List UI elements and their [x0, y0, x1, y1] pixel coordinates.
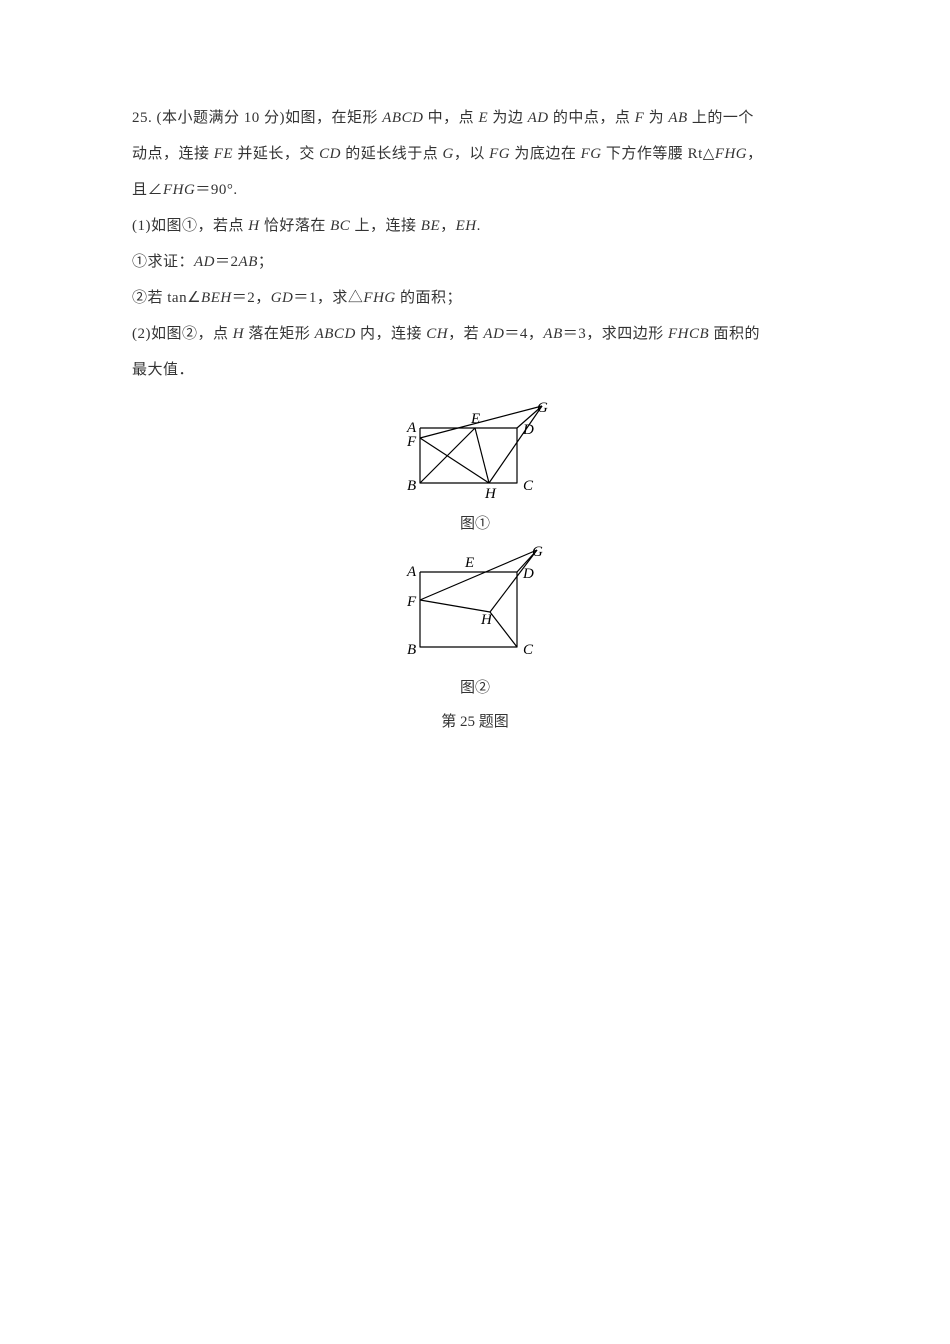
problem-sub2: ②若 tan∠BEH＝2，GD＝1，求△FHG 的面积；: [132, 280, 818, 316]
var-FG: FG: [581, 146, 602, 162]
var-E: E: [478, 110, 488, 126]
var-GD: GD: [271, 290, 294, 306]
var-FG: FG: [489, 146, 510, 162]
svg-text:C: C: [523, 478, 534, 494]
text: (1)如图①，若点: [132, 218, 248, 234]
text: ＝2，: [232, 290, 271, 306]
svg-text:C: C: [523, 642, 534, 658]
text: 为底边在: [510, 146, 581, 162]
svg-text:B: B: [407, 642, 416, 658]
var-H: H: [248, 218, 259, 234]
problem-part2-line2: 最大值．: [132, 352, 818, 388]
var-FHCB: FHCB: [668, 326, 709, 342]
svg-text:E: E: [464, 555, 474, 571]
text: ＝3，求四边形: [563, 326, 668, 342]
text: 下方作等腰 Rt△: [602, 146, 715, 162]
var-ABCD: ABCD: [382, 110, 423, 126]
text: 最大值．: [132, 362, 194, 378]
svg-text:H: H: [480, 612, 493, 628]
var-AB: AB: [668, 110, 687, 126]
text: ＝4，: [504, 326, 543, 342]
var-BEH: BEH: [201, 290, 232, 306]
text: ；: [258, 254, 274, 270]
problem-part2: (2)如图②，点 H 落在矩形 ABCD 内，连接 CH，若 AD＝4，AB＝3…: [132, 316, 818, 352]
text: ，以: [454, 146, 489, 162]
svg-text:D: D: [522, 566, 534, 582]
text: 内，连接: [356, 326, 427, 342]
problem-part1: (1)如图①，若点 H 恰好落在 BC 上，连接 BE，EH.: [132, 208, 818, 244]
text: ，: [440, 218, 456, 234]
var-AB: AB: [543, 326, 562, 342]
text: 上的一个: [688, 110, 754, 126]
problem-line-2: 动点，连接 FE 并延长，交 CD 的延长线于点 G，以 FG 为底边在 FG …: [132, 136, 818, 172]
text: 的延长线于点: [341, 146, 443, 162]
figure-2-block: A E DG F B H C 图②: [395, 542, 555, 705]
var-AB: AB: [239, 254, 258, 270]
svg-text:F: F: [406, 594, 417, 610]
var-CD: CD: [319, 146, 341, 162]
text: 落在矩形: [244, 326, 315, 342]
text: ＝2: [215, 254, 239, 270]
var-CH: CH: [426, 326, 448, 342]
text: ，若: [448, 326, 483, 342]
var-H: H: [233, 326, 244, 342]
var-FHG: FHG: [363, 290, 395, 306]
problem-number: 25.: [132, 110, 152, 126]
text: ，: [747, 146, 763, 162]
var-AD: AD: [194, 254, 215, 270]
figure-2-label: 图②: [395, 672, 555, 705]
svg-text:D: D: [522, 422, 534, 438]
problem-line-1: 25. (本小题满分 10 分)如图，在矩形 ABCD 中，点 E 为边 AD …: [132, 100, 818, 136]
text: 为: [644, 110, 668, 126]
text: 并延长，交: [233, 146, 319, 162]
text: 的中点，点: [549, 110, 635, 126]
var-G: G: [442, 146, 453, 162]
text: (2)如图②，点: [132, 326, 233, 342]
text: ①求证：: [132, 254, 194, 270]
text: ＝90°.: [195, 182, 237, 198]
text: ②若 tan∠: [132, 290, 201, 306]
var-FE: FE: [214, 146, 233, 162]
var-AD: AD: [483, 326, 504, 342]
text: 恰好落在: [260, 218, 331, 234]
figure-1-block: AEDGFBHC 图①: [395, 398, 555, 541]
text: 面积的: [709, 326, 760, 342]
svg-text:E: E: [470, 411, 480, 427]
var-FHG: FHG: [715, 146, 747, 162]
text: 且∠: [132, 182, 163, 198]
figure-caption: 第 25 题图: [132, 706, 818, 739]
svg-text:F: F: [406, 434, 417, 450]
text: 动点，连接: [132, 146, 214, 162]
text: ＝1，求△: [293, 290, 363, 306]
var-ABCD: ABCD: [315, 326, 356, 342]
figures-container: AEDGFBHC 图① AEDGFBHC 图② 第 25 题图: [132, 398, 818, 739]
var-BE: BE: [421, 218, 440, 234]
text: 的面积；: [396, 290, 462, 306]
var-AD: AD: [528, 110, 549, 126]
svg-text:A: A: [406, 564, 417, 580]
figure-1-label: 图①: [395, 508, 555, 541]
svg-text:B: B: [407, 478, 416, 494]
svg-text:G: G: [532, 544, 543, 560]
figure-2: A E DG F B H C: [395, 542, 555, 672]
var-EH: EH: [456, 218, 477, 234]
problem-sub1: ①求证：AD＝2AB；: [132, 244, 818, 280]
var-BC: BC: [330, 218, 350, 234]
text: 为边: [488, 110, 528, 126]
text: 上，连接: [350, 218, 421, 234]
svg-text:G: G: [537, 400, 548, 416]
figure-1: AEDGFBHC: [395, 398, 555, 508]
problem-line-3: 且∠FHG＝90°.: [132, 172, 818, 208]
var-FHG: FHG: [163, 182, 195, 198]
var-F: F: [635, 110, 645, 126]
text: .: [477, 218, 481, 234]
svg-text:H: H: [484, 486, 497, 502]
text: (本小题满分 10 分)如图，在矩形: [157, 110, 383, 126]
text: 中，点: [423, 110, 478, 126]
